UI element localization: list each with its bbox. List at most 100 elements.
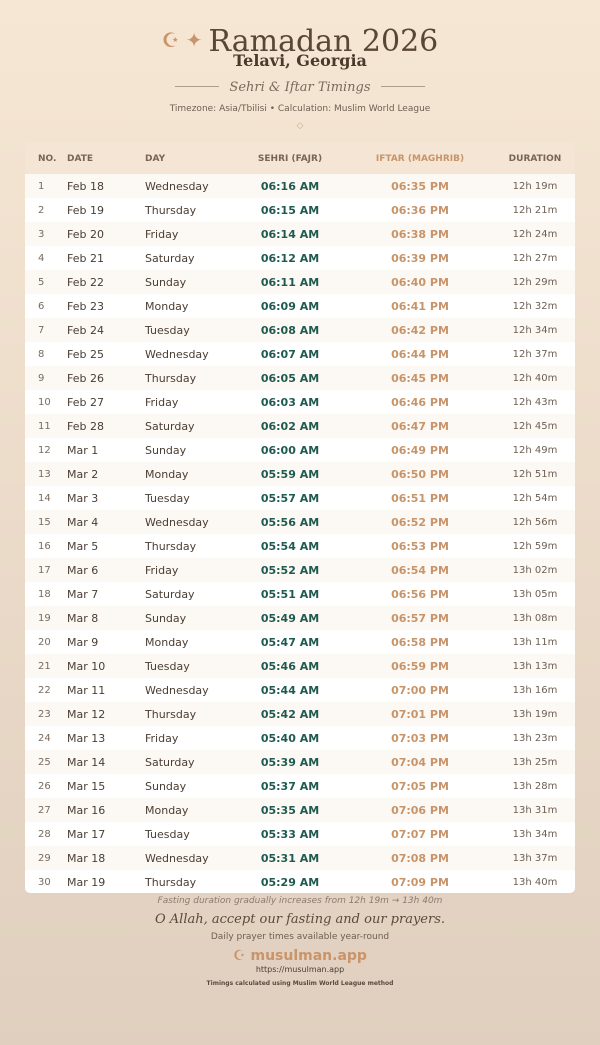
table-row: 3 Feb 20 Friday 06:14 AM 06:38 PM 12h 24m (25, 222, 575, 246)
row-day: Monday (145, 467, 189, 481)
row-date: Mar 6 (67, 563, 99, 577)
col-duration: DURATION (508, 153, 562, 164)
row-duration: 13h 34m (512, 828, 558, 840)
row-duration: 12h 45m (512, 420, 558, 432)
row-iftar: 06:50 PM (391, 467, 449, 481)
diamond-icon: ◇ (296, 121, 304, 131)
row-day: Thursday (145, 203, 197, 217)
row-no: 9 (38, 372, 45, 384)
row-duration: 12h 29m (512, 276, 558, 288)
table-row: 13 Mar 2 Monday 05:59 AM 06:50 PM 12h 51m (25, 462, 575, 486)
row-iftar: 06:53 PM (391, 539, 449, 553)
row-duration: 13h 19m (512, 708, 558, 720)
row-date: Feb 25 (67, 347, 104, 361)
row-duration: 12h 34m (512, 324, 558, 336)
row-iftar: 06:45 PM (391, 371, 449, 385)
row-sehri: 05:57 AM (260, 491, 320, 505)
row-duration: 12h 59m (512, 540, 558, 552)
row-day: Wednesday (145, 683, 209, 697)
table-row: 26 Mar 15 Sunday 05:37 AM 07:05 PM 13h 28m (25, 774, 575, 798)
row-sehri: 06:00 AM (260, 443, 320, 457)
row-day: Monday (145, 803, 189, 817)
row-no: 4 (38, 252, 45, 264)
row-date: Mar 8 (67, 611, 99, 625)
row-day: Tuesday (145, 323, 190, 337)
row-duration: 12h 37m (512, 348, 558, 360)
row-date: Mar 15 (67, 779, 106, 793)
row-day: Thursday (145, 371, 197, 385)
row-no: 3 (38, 228, 45, 240)
row-date: Mar 2 (67, 467, 99, 481)
row-day: Saturday (145, 251, 195, 265)
row-no: 27 (38, 804, 51, 816)
table-row: 1 Feb 18 Wednesday 06:16 AM 06:35 PM 12h 19m (25, 174, 575, 198)
row-duration: 13h 23m (512, 732, 558, 744)
row-iftar: 07:04 PM (391, 755, 449, 769)
row-duration: 12h 56m (512, 516, 558, 528)
row-iftar: 06:35 PM (391, 179, 449, 193)
table-row: 22 Mar 11 Wednesday 05:44 AM 07:00 PM 13h 16m (25, 678, 575, 702)
row-date: Feb 28 (67, 419, 104, 433)
row-day: Monday (145, 635, 189, 649)
row-date: Mar 1 (67, 443, 99, 457)
table-row: 19 Mar 8 Sunday 05:49 AM 06:57 PM 13h 08m (25, 606, 575, 630)
row-sehri: 05:44 AM (260, 683, 320, 697)
row-no: 28 (38, 828, 51, 840)
row-sehri: 06:11 AM (260, 275, 320, 289)
row-iftar: 06:59 PM (391, 659, 449, 673)
crescent-icon: ☪ (233, 948, 251, 964)
row-sehri: 05:54 AM (260, 539, 320, 553)
row-sehri: 05:37 AM (260, 779, 320, 793)
row-no: 15 (38, 516, 51, 528)
row-iftar: 07:03 PM (391, 731, 449, 745)
table-body: 1 Feb 18 Wednesday 06:16 AM 06:35 PM 12h 19m 2… (25, 174, 575, 893)
row-no: 21 (38, 660, 51, 672)
row-iftar: 06:47 PM (391, 419, 449, 433)
timezone-info: Timezone: Asia/Tbilisi • Calculation: Mu… (169, 104, 431, 114)
row-day: Sunday (145, 779, 187, 793)
row-duration: 13h 16m (512, 684, 558, 696)
row-no: 25 (38, 756, 51, 768)
row-iftar: 07:06 PM (391, 803, 449, 817)
row-date: Feb 26 (67, 371, 104, 385)
row-iftar: 06:36 PM (391, 203, 449, 217)
row-duration: 13h 13m (512, 660, 558, 672)
row-no: 16 (38, 540, 51, 552)
row-sehri: 05:29 AM (260, 875, 320, 889)
availability-text: Daily prayer times available year-round (210, 932, 390, 942)
row-day: Saturday (145, 419, 195, 433)
table-row: 23 Mar 12 Thursday 05:42 AM 07:01 PM 13h 19m (25, 702, 575, 726)
row-iftar: 06:41 PM (391, 299, 449, 313)
row-sehri: 05:31 AM (260, 851, 320, 865)
row-iftar: 06:51 PM (391, 491, 449, 505)
row-day: Friday (145, 395, 179, 409)
table-row: 11 Feb 28 Saturday 06:02 AM 06:47 PM 12h 45m (25, 414, 575, 438)
row-iftar: 06:57 PM (391, 611, 449, 625)
row-sehri: 05:46 AM (260, 659, 320, 673)
row-no: 30 (38, 876, 51, 888)
row-day: Wednesday (145, 347, 209, 361)
table-row: 16 Mar 5 Thursday 05:54 AM 06:53 PM 12h 59m (25, 534, 575, 558)
row-sehri: 05:47 AM (260, 635, 320, 649)
row-day: Sunday (145, 275, 187, 289)
row-sehri: 06:15 AM (260, 203, 320, 217)
row-day: Sunday (145, 611, 187, 625)
row-duration: 13h 11m (512, 636, 558, 648)
website-link[interactable]: https://musulman.app (255, 965, 345, 974)
table-row: 6 Feb 23 Monday 06:09 AM 06:41 PM 12h 32m (25, 294, 575, 318)
col-iftar: IFTAR (MAGHRIB) (375, 153, 465, 164)
row-day: Thursday (145, 539, 197, 553)
row-date: Mar 4 (67, 515, 99, 529)
row-duration: 12h 32m (512, 300, 558, 312)
row-no: 26 (38, 780, 51, 792)
row-iftar: 06:56 PM (391, 587, 449, 601)
row-duration: 13h 28m (512, 780, 558, 792)
row-date: Mar 11 (67, 683, 106, 697)
table-row: 21 Mar 10 Tuesday 05:46 AM 06:59 PM 13h 13m (25, 654, 575, 678)
row-day: Tuesday (145, 659, 190, 673)
row-date: Mar 3 (67, 491, 99, 505)
table-row: 18 Mar 7 Saturday 05:51 AM 06:56 PM 13h 05m (25, 582, 575, 606)
row-no: 13 (38, 468, 51, 480)
table-row: 4 Feb 21 Saturday 06:12 AM 06:39 PM 12h 27m (25, 246, 575, 270)
row-date: Feb 19 (67, 203, 104, 217)
